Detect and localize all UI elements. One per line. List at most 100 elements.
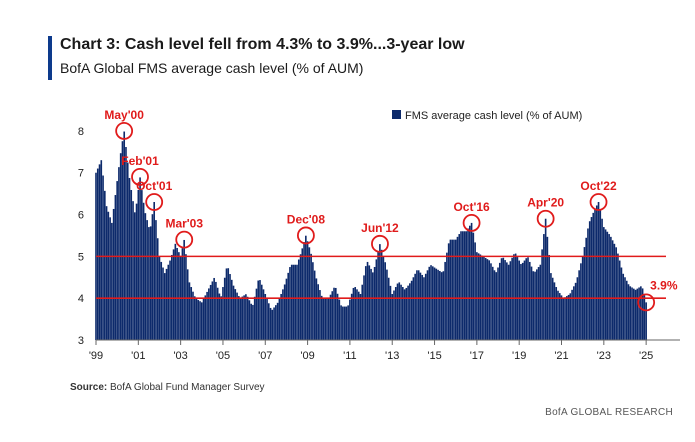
data-bar — [312, 262, 314, 340]
data-bar — [118, 167, 120, 340]
data-bar — [490, 263, 492, 340]
data-bar — [294, 264, 297, 340]
data-bar — [588, 221, 591, 340]
data-bar — [603, 227, 605, 340]
data-bar — [479, 254, 482, 340]
data-bar — [638, 287, 640, 340]
data-bar — [580, 263, 582, 340]
annotation-circle — [175, 230, 194, 249]
data-bar — [163, 273, 166, 340]
data-bar — [528, 261, 531, 340]
data-bar — [98, 164, 101, 340]
data-bar — [439, 271, 441, 340]
data-bar — [319, 290, 321, 340]
data-bar — [504, 260, 506, 340]
data-bar — [557, 290, 559, 340]
data-bar — [587, 228, 589, 340]
y-tick-label: 4 — [78, 293, 84, 305]
data-bar — [241, 296, 244, 340]
annotation-label: Mar'03 — [165, 217, 203, 231]
data-bar — [472, 232, 475, 340]
data-bar — [211, 281, 214, 340]
data-bar — [155, 220, 157, 340]
data-bar — [257, 280, 260, 340]
data-bar — [379, 244, 381, 340]
data-bar — [578, 270, 580, 340]
y-tick-label: 8 — [78, 126, 84, 138]
data-bar — [96, 168, 99, 340]
data-bar — [128, 177, 131, 340]
data-bar — [465, 231, 468, 340]
data-bar — [488, 260, 491, 340]
data-bar — [333, 287, 335, 340]
data-bar — [178, 252, 180, 340]
data-bar — [135, 203, 138, 340]
annotation-circle — [131, 168, 149, 186]
data-bar — [172, 249, 175, 340]
data-bar — [215, 281, 217, 340]
annotation-circle — [297, 226, 315, 245]
data-bar — [500, 258, 503, 340]
data-bar — [146, 220, 148, 340]
data-bar — [255, 288, 258, 340]
data-bar — [186, 269, 189, 340]
data-bar — [119, 153, 122, 340]
data-bar — [521, 262, 524, 340]
data-bar — [335, 287, 337, 340]
data-bar — [322, 298, 325, 340]
data-bar — [440, 272, 443, 340]
data-bar — [419, 272, 422, 340]
data-bar — [289, 267, 291, 340]
data-bar — [476, 252, 478, 340]
data-bar — [356, 289, 358, 340]
data-bar — [403, 289, 406, 340]
data-bar — [109, 217, 111, 340]
data-bar — [317, 284, 319, 340]
data-bar — [463, 231, 466, 340]
data-bar — [620, 267, 623, 340]
data-bar — [449, 239, 452, 340]
data-bar — [386, 269, 388, 340]
annotation-label: Apr'20 — [527, 196, 564, 210]
data-bar — [190, 287, 193, 340]
data-bar — [433, 267, 436, 340]
data-bar — [200, 302, 203, 340]
data-bar — [185, 254, 187, 340]
data-bar — [271, 309, 274, 340]
data-bar — [262, 289, 265, 340]
data-bar — [230, 279, 233, 340]
data-bar — [276, 302, 279, 340]
data-bar — [412, 277, 415, 340]
data-bar — [509, 261, 512, 340]
x-tick-label: '07 — [258, 350, 272, 362]
data-bar — [278, 298, 281, 340]
data-bar — [218, 293, 221, 340]
data-bar — [264, 294, 267, 340]
data-bar — [350, 293, 353, 340]
data-bar — [597, 202, 600, 340]
data-bar — [100, 160, 103, 340]
data-bar — [102, 175, 104, 340]
data-bar — [506, 262, 508, 340]
data-bar — [474, 242, 476, 340]
x-tick-label: '05 — [216, 350, 230, 362]
annotation-label: Jun'12 — [361, 221, 399, 235]
data-bar — [409, 283, 411, 340]
data-bar — [282, 289, 284, 340]
data-bar — [204, 295, 207, 340]
data-bar — [342, 306, 344, 340]
data-bar — [260, 284, 263, 340]
data-bar — [188, 282, 191, 340]
data-bar — [238, 296, 240, 340]
data-bar — [541, 249, 543, 340]
x-tick-label: '03 — [173, 350, 187, 362]
data-bar — [555, 287, 558, 340]
data-bar — [227, 268, 230, 340]
data-bar — [435, 268, 438, 340]
data-bar — [576, 277, 579, 340]
data-bar — [141, 190, 143, 340]
data-bar — [252, 304, 254, 340]
data-bar — [112, 208, 115, 340]
data-bar — [491, 266, 494, 340]
data-bar — [444, 261, 446, 340]
